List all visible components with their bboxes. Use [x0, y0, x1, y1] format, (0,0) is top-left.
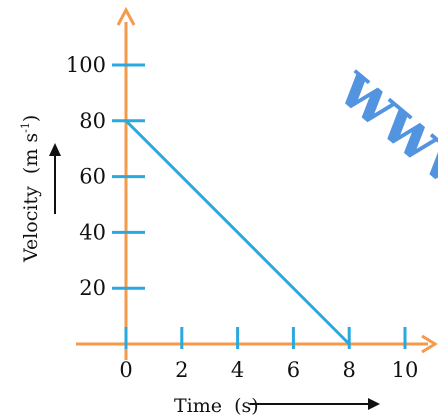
x-ticks: 0 2 4 6 8 10	[119, 327, 418, 382]
y-tick-label: 80	[79, 109, 106, 133]
x-axis-arrowhead	[421, 334, 438, 354]
y-tick-label: 60	[79, 165, 106, 189]
y-tick-label: 100	[66, 53, 106, 77]
x-tick-label: 4	[231, 358, 244, 382]
y-axis-label-text: Velocity (m s	[20, 133, 42, 263]
watermark-text: www	[324, 49, 438, 215]
x-tick-label: 0	[119, 358, 132, 382]
y-label-arrowhead	[49, 143, 61, 156]
y-axis-label-close: )	[20, 115, 42, 122]
x-tick-label: 2	[175, 358, 188, 382]
x-tick-label: 8	[343, 358, 356, 382]
y-axis-label-superscript: -1	[19, 122, 32, 133]
x-tick-label: 10	[392, 358, 419, 382]
y-axis-label: Velocity (m s-1)	[19, 115, 42, 263]
x-label-arrowhead	[368, 398, 380, 410]
y-ticks: 20 40 60 80 100	[66, 53, 145, 300]
y-tick-label: 40	[79, 220, 106, 244]
y-tick-label: 20	[79, 276, 106, 300]
series-line	[124, 119, 351, 346]
watermark: www	[324, 49, 438, 215]
x-axis-label: Time (s)	[174, 395, 259, 417]
x-tick-label: 6	[287, 358, 300, 382]
y-axis-arrowhead	[116, 6, 136, 26]
